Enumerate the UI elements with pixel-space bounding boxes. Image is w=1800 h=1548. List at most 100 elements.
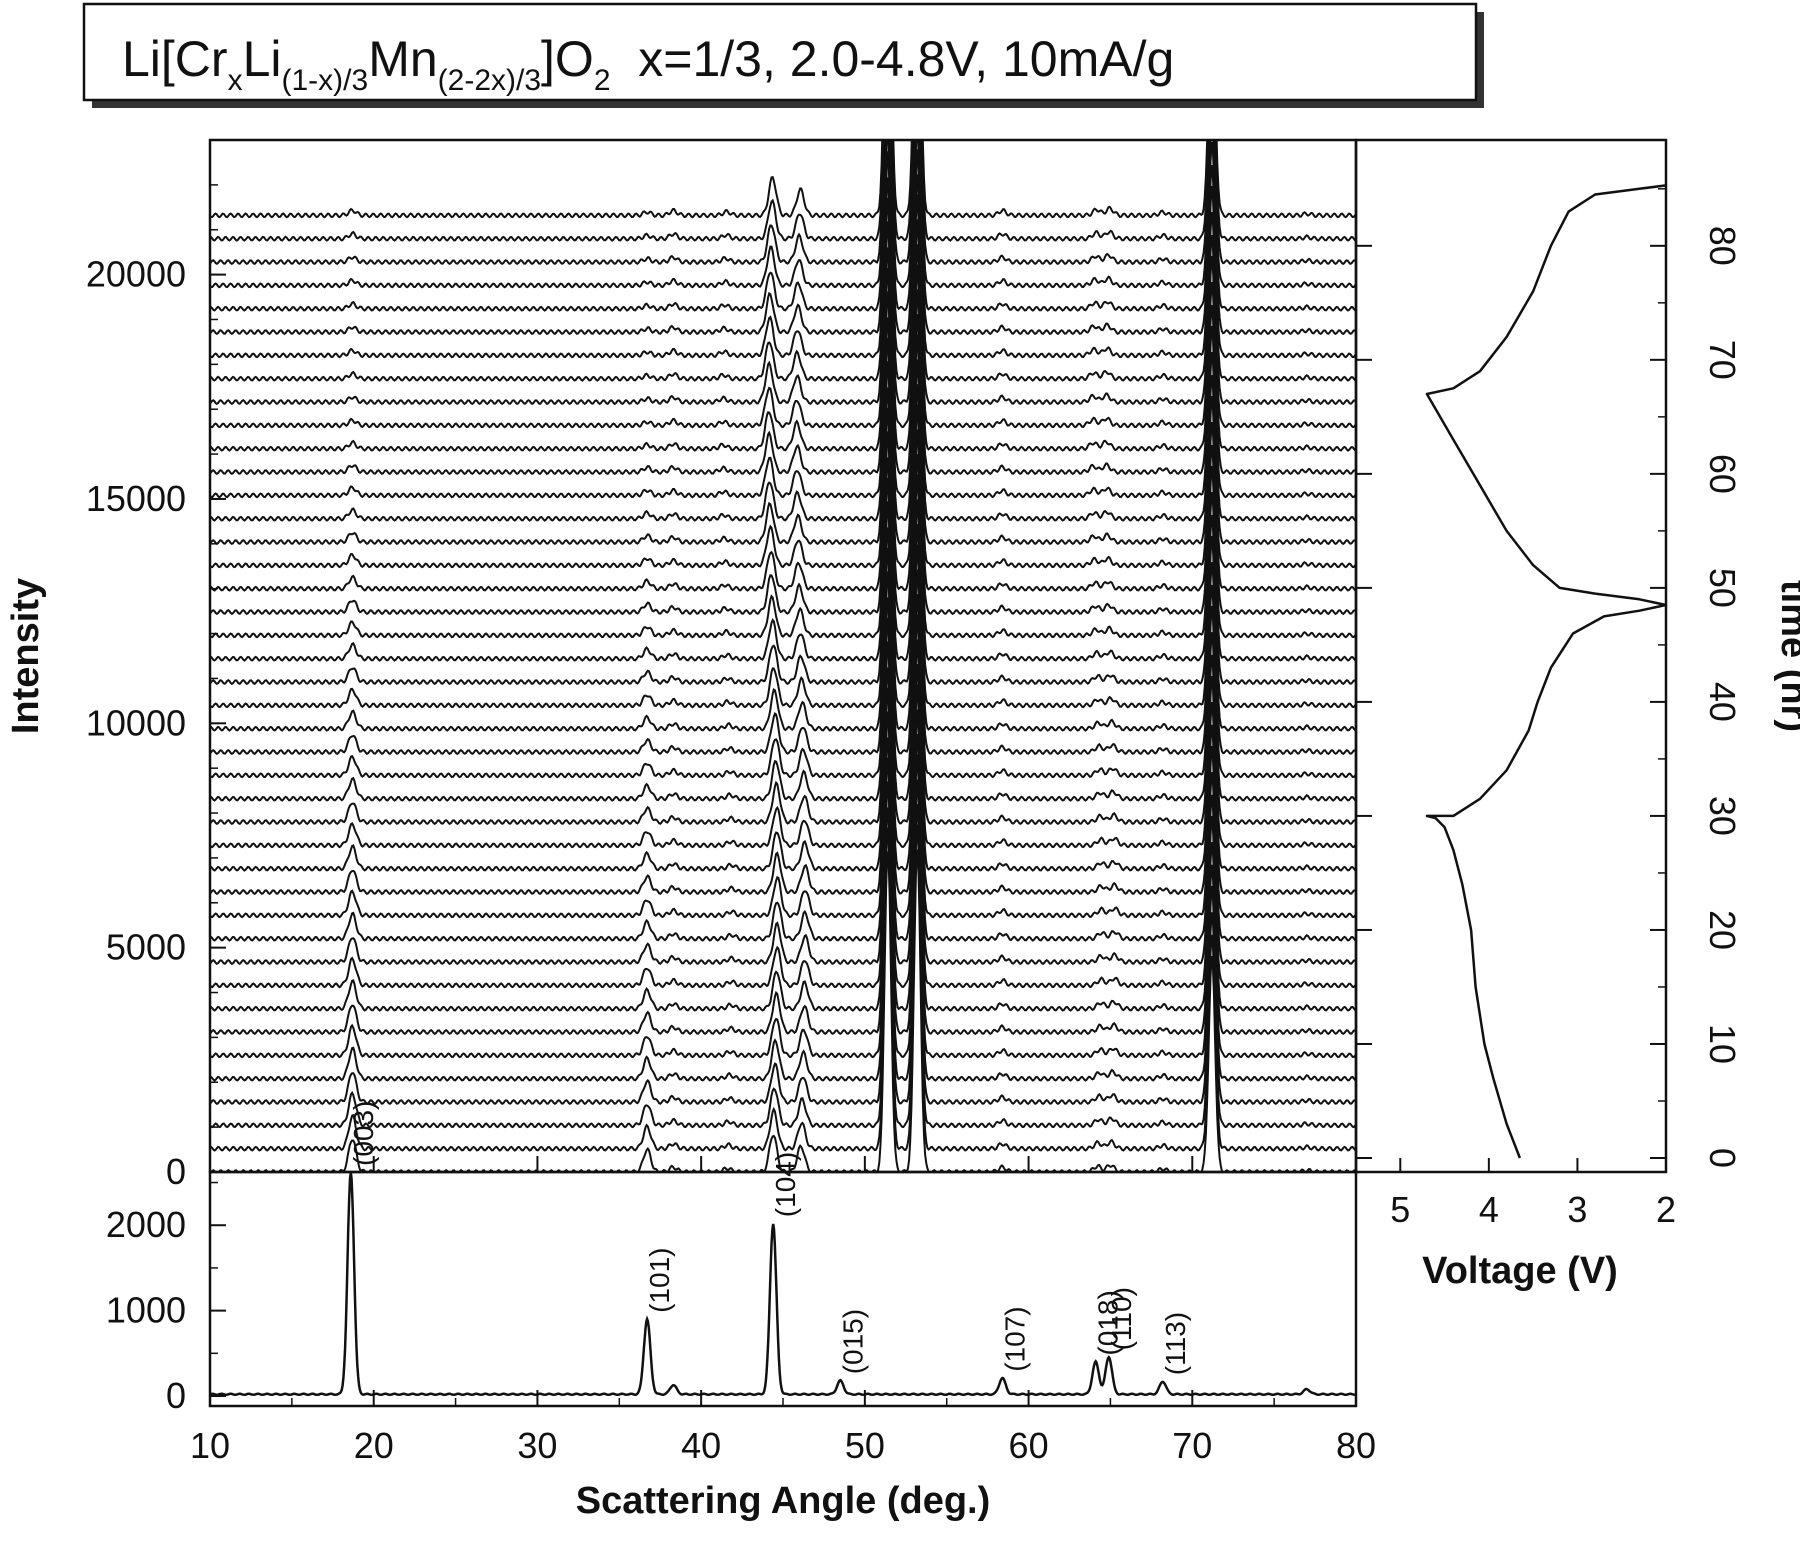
chart-title: Li[CrxLi(1-x)/3Mn(2-2x)/3]O2 x=1/3, 2.0-… (122, 31, 1174, 97)
electrochem-panel: 5 4 3 2 0 10 20 30 40 50 60 70 80 Voltage (V) time … (1354, 138, 1800, 1292)
scan-trace (210, 314, 1356, 639)
time-tick-label: 10 (1702, 1024, 1743, 1064)
time-tick-label: 20 (1702, 910, 1743, 950)
scan-trace (210, 219, 1356, 546)
x-tick-label: 80 (1336, 1425, 1376, 1466)
time-tick-label: 30 (1702, 796, 1743, 836)
y-tick-label: 15000 (86, 478, 186, 519)
scan-trace (210, 140, 1356, 242)
reference-trace (209, 1171, 1357, 1397)
title-segment: Li[Cr (122, 31, 228, 87)
reference-pattern (209, 1171, 1357, 1397)
y-axis-title-time: time (hr) (1773, 580, 1800, 732)
time-tick-label: 80 (1702, 226, 1743, 266)
scan-trace (210, 569, 1356, 896)
ref-y-tick-label: 1000 (106, 1290, 186, 1331)
peak-label: (101) (644, 1248, 675, 1313)
scan-trace (210, 849, 1356, 1172)
scan-trace (210, 454, 1356, 779)
scan-trace (210, 384, 1356, 709)
scan-trace (210, 174, 1356, 499)
y-tick-label: 0 (166, 1151, 186, 1192)
ref-y-tick-label: 0 (166, 1375, 186, 1416)
scan-trace (210, 544, 1356, 872)
scan-trace (210, 244, 1356, 569)
scan-trace (210, 684, 1356, 1012)
scan-trace (210, 140, 1356, 219)
peak-label: (104) (770, 1152, 801, 1217)
voltage-tick-label: 3 (1567, 1189, 1587, 1230)
scan-trace (210, 140, 1356, 359)
peak-label: (015) (837, 1309, 868, 1374)
scan-trace (210, 664, 1356, 989)
time-axis: 0 10 20 30 40 50 60 70 80 (1356, 188, 1743, 1168)
time-tick-label: 60 (1702, 454, 1743, 494)
x-axis-title-voltage: Voltage (V) (1422, 1250, 1618, 1292)
title-segment: Mn (368, 31, 437, 87)
scan-trace (210, 140, 1356, 452)
title-subscript: 2 (594, 64, 611, 97)
title-box-frame (82, 2, 1478, 102)
scan-trace (210, 194, 1356, 522)
time-tick-label: 50 (1702, 568, 1743, 608)
peak-label: (003) (348, 1101, 379, 1166)
y-axis-title-intensity: Intensity (5, 578, 47, 734)
x-tick-label: 60 (1009, 1425, 1049, 1466)
ref-y-tick-label: 2000 (106, 1204, 186, 1245)
scan-trace (210, 264, 1356, 592)
scan-trace (210, 140, 1356, 312)
voltage-tick-label: 5 (1390, 1189, 1410, 1230)
scan-trace (210, 140, 1356, 406)
scan-trace (210, 734, 1356, 1059)
x-tick-label: 30 (517, 1425, 557, 1466)
scan-trace (210, 140, 1356, 289)
scan-trace (210, 614, 1356, 942)
title-box: Li[CrxLi(1-x)/3Mn(2-2x)/3]O2 x=1/3, 2.0-… (82, 2, 1484, 108)
scan-trace (210, 474, 1356, 802)
scan-trace (210, 824, 1356, 1152)
scan-trace (210, 404, 1356, 732)
reference-y-axis: 0 1000 2000 (106, 1181, 226, 1416)
reference-panel: (003) (101) (104) (015) (107) (018)(110) (113)… (106, 1101, 1376, 1522)
peak-label: (018) (1093, 1290, 1124, 1355)
time-tick-label: 0 (1702, 1148, 1743, 1168)
x-axis-title-scattering-angle: Scattering Angle (deg.) (576, 1480, 991, 1522)
x-tick-label: 70 (1172, 1425, 1212, 1466)
title-segment: Li (243, 31, 282, 87)
peak-label: (110) (1106, 1287, 1137, 1350)
title-subscript: (2-2x)/3 (438, 64, 541, 97)
scan-trace (210, 149, 1356, 476)
x-axis-scattering-angle: 10 20 30 40 50 60 70 80 (190, 1156, 1376, 1466)
scan-trace (210, 429, 1356, 756)
y-tick-label: 5000 (106, 927, 186, 968)
title-subscript: x (228, 64, 243, 97)
scan-trace (210, 754, 1356, 1082)
y-tick-label: 20000 (86, 254, 186, 295)
waterfall-traces (210, 140, 1356, 1172)
time-tick-label: 70 (1702, 340, 1743, 380)
x-tick-label: 50 (845, 1425, 885, 1466)
peak-label: (113) (1160, 1312, 1191, 1375)
scan-trace (210, 524, 1356, 849)
voltage-tick-label: 2 (1656, 1189, 1676, 1230)
waterfall-y-axis: 0 5000 10000 15000 20000 (86, 139, 226, 1192)
scan-trace (210, 594, 1356, 919)
peak-label: (107) (999, 1306, 1030, 1371)
x-tick-label: 20 (354, 1425, 394, 1466)
electrochem-frame (1354, 138, 1668, 1174)
x-tick-label: 10 (190, 1425, 230, 1466)
scan-trace (210, 709, 1356, 1036)
scan-trace (210, 289, 1356, 616)
scan-trace (210, 140, 1356, 382)
voltage-axis: 5 4 3 2 (1390, 1158, 1676, 1230)
title-segment: ]O (541, 31, 594, 87)
reference-peak-labels: (003) (101) (104) (015) (107) (018)(110) (113) (348, 1101, 1191, 1376)
x-tick-label: 40 (681, 1425, 721, 1466)
scan-trace (210, 334, 1356, 662)
voltage-tick-label: 4 (1479, 1189, 1499, 1230)
scan-trace (210, 140, 1356, 266)
voltage-profile (1425, 184, 1668, 1159)
scan-trace (210, 804, 1356, 1129)
voltage-time-curve (1425, 184, 1668, 1159)
